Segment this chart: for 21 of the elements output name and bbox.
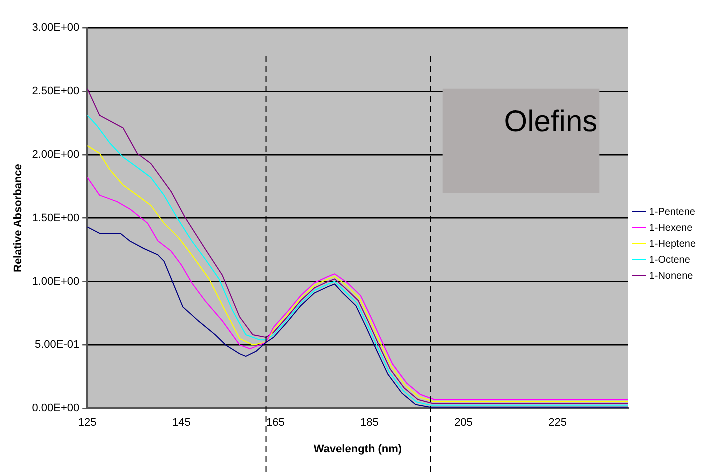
y-tick-label: 5.00E-01 (34, 339, 80, 352)
x-axis-title: Wavelength (nm) (314, 443, 402, 456)
legend-label: 1-Nonene (649, 270, 694, 282)
x-tick-label: 165 (266, 417, 285, 430)
y-tick-label: 1.50E+00 (32, 212, 80, 224)
annotation: Olefins (504, 106, 598, 139)
y-tick-label: 2.00E+00 (32, 148, 80, 161)
legend-label: 1-Pentene (649, 206, 696, 218)
y-tick-label: 3.00E+00 (32, 22, 80, 34)
x-tick-label: 185 (360, 417, 379, 430)
x-tick-label: 205 (454, 417, 473, 430)
legend-label: 1-Hexene (649, 222, 694, 234)
legend-label: 1-Octene (649, 254, 691, 266)
x-tick-label: 125 (78, 417, 97, 430)
y-tick-label: 2.50E+00 (32, 85, 80, 98)
legend-label: 1-Heptene (649, 238, 696, 250)
y-tick-label: 0.00E+00 (32, 402, 80, 415)
y-tick-label: 1.00E+00 (32, 276, 80, 288)
x-tick-label: 225 (548, 417, 567, 430)
x-tick-label: 145 (172, 417, 191, 430)
y-axis-title: Relative Absorbance (12, 164, 25, 273)
